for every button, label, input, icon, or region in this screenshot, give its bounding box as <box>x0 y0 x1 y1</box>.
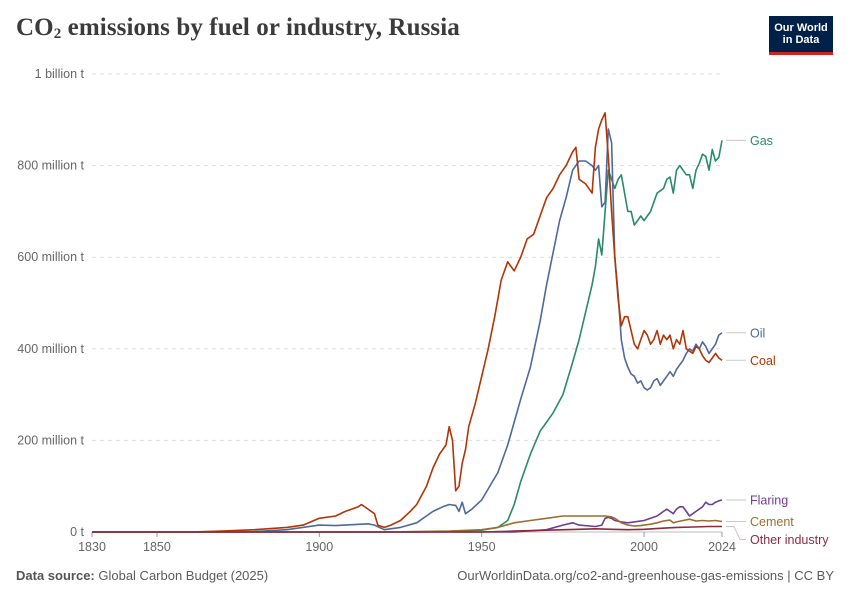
series-lines <box>92 112 723 533</box>
label-connector <box>726 526 746 540</box>
series-line-flaring[interactable] <box>92 499 723 533</box>
y-tick-label: 1 billion t <box>35 67 85 81</box>
data-source: Data source: Global Carbon Budget (2025) <box>16 568 269 583</box>
y-tick-label: 0 t <box>70 525 84 539</box>
x-axis-ticks: 1830 1850 1900 1950 2000 2024 <box>78 532 736 554</box>
x-tick-label: 1830 <box>78 540 106 554</box>
series-line-oil[interactable] <box>92 128 723 533</box>
x-tick-label: 1850 <box>143 540 171 554</box>
source-link[interactable]: OurWorldinData.org/co2-and-greenhouse-ga… <box>457 568 834 583</box>
x-tick-label: 2000 <box>630 540 658 554</box>
series-label[interactable]: Coal <box>750 354 776 368</box>
logo-line-2: in Data <box>782 34 820 46</box>
gridlines <box>92 73 722 533</box>
series-line-gas[interactable] <box>92 140 723 533</box>
series-label[interactable]: Cement <box>750 515 794 529</box>
x-tick-label: 2024 <box>708 540 736 554</box>
y-tick-label: 200 million t <box>17 433 84 447</box>
y-tick-label: 400 million t <box>17 342 84 356</box>
series-labels: Gas Oil Coal Flaring Cement Other industry <box>726 134 829 547</box>
series-line-cement[interactable] <box>92 515 723 533</box>
x-tick-label: 1900 <box>305 540 333 554</box>
y-tick-label: 600 million t <box>17 250 84 264</box>
line-chart: 0 t 200 million t 400 million t 600 million… <box>17 67 829 554</box>
series-line-other-industry[interactable] <box>92 525 722 533</box>
series-label[interactable]: Oil <box>750 326 765 340</box>
y-axis-ticks: 0 t 200 million t 400 million t 600 million… <box>17 67 84 539</box>
x-tick-label: 1950 <box>468 540 496 554</box>
series-label[interactable]: Gas <box>750 134 773 148</box>
series-line-coal[interactable] <box>92 112 723 533</box>
y-tick-label: 800 million t <box>17 159 84 173</box>
logo-line-1: Our World <box>774 22 828 34</box>
series-label[interactable]: Other industry <box>750 533 829 547</box>
series-label[interactable]: Flaring <box>750 493 788 507</box>
chart-title: CO2 emissions by fuel or industry, Russi… <box>16 14 460 42</box>
owid-logo[interactable]: Our World in Data <box>769 16 833 55</box>
